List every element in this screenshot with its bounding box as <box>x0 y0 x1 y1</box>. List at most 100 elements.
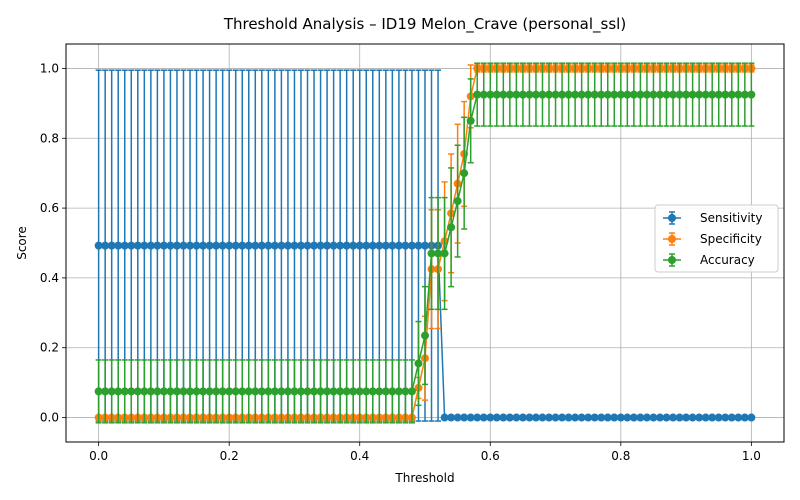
sensitivity-point <box>368 241 377 250</box>
sensitivity-point <box>186 241 195 250</box>
y-tick-label: 0.4 <box>40 271 59 285</box>
accuracy-point <box>270 387 279 396</box>
sensitivity-point <box>349 241 358 250</box>
accuracy-point <box>342 387 351 396</box>
sensitivity-point <box>642 413 651 422</box>
accuracy-point <box>531 90 540 99</box>
sensitivity-point <box>714 413 723 422</box>
sensitivity-point <box>310 241 319 250</box>
accuracy-point <box>499 90 508 99</box>
sensitivity-point <box>270 241 279 250</box>
y-tick-label: 0.8 <box>40 131 59 145</box>
accuracy-point <box>558 90 567 99</box>
accuracy-point <box>238 387 247 396</box>
sensitivity-point <box>192 241 201 250</box>
series-layer <box>94 62 756 424</box>
accuracy-point <box>179 387 188 396</box>
accuracy-point <box>603 90 612 99</box>
accuracy-point <box>349 387 358 396</box>
sensitivity-point <box>153 241 162 250</box>
accuracy-point <box>146 387 155 396</box>
accuracy-point <box>642 90 651 99</box>
x-tick-label: 0.2 <box>220 449 239 463</box>
sensitivity-point <box>649 413 658 422</box>
sensitivity-point <box>597 413 606 422</box>
accuracy-point <box>316 387 325 396</box>
sensitivity-point <box>551 413 560 422</box>
accuracy-point <box>727 90 736 99</box>
accuracy-point <box>94 387 103 396</box>
accuracy-point <box>283 387 292 396</box>
sensitivity-point <box>453 413 462 422</box>
sensitivity-point <box>577 413 586 422</box>
sensitivity-point <box>101 241 110 250</box>
accuracy-point <box>127 387 136 396</box>
series-accuracy <box>94 62 756 424</box>
accuracy-point <box>192 387 201 396</box>
sensitivity-point <box>199 241 208 250</box>
accuracy-point <box>225 387 234 396</box>
sensitivity-point <box>355 241 364 250</box>
sensitivity-point <box>538 413 547 422</box>
sensitivity-point <box>94 241 103 250</box>
legend-swatch-marker <box>668 235 676 243</box>
sensitivity-point <box>244 241 253 250</box>
axis-ticks: 0.0 0.2 0.4 0.6 0.8 1.0 0.0 0.2 0.4 0.6 0.8 1.0 <box>40 61 761 463</box>
legend-label-accuracy: Accuracy <box>700 253 755 267</box>
accuracy-point <box>512 90 521 99</box>
sensitivity-point <box>172 241 181 250</box>
accuracy-point <box>257 387 266 396</box>
accuracy-point <box>244 387 253 396</box>
accuracy-point <box>590 90 599 99</box>
sensitivity-point <box>414 241 423 250</box>
sensitivity-point <box>407 241 416 250</box>
accuracy-point <box>133 387 142 396</box>
accuracy-point <box>584 90 593 99</box>
accuracy-point <box>172 387 181 396</box>
sensitivity-point <box>107 241 116 250</box>
sensitivity-point <box>499 413 508 422</box>
sensitivity-point <box>146 241 155 250</box>
accuracy-point <box>518 90 527 99</box>
accuracy-point <box>564 90 573 99</box>
accuracy-point <box>362 387 371 396</box>
y-tick-label: 0.0 <box>40 411 59 425</box>
sensitivity-point <box>296 241 305 250</box>
sensitivity-point <box>610 413 619 422</box>
accuracy-point <box>199 387 208 396</box>
x-tick-label: 0.6 <box>481 449 500 463</box>
accuracy-point <box>323 387 332 396</box>
sensitivity-point <box>179 241 188 250</box>
sensitivity-point <box>623 413 632 422</box>
sensitivity-point <box>342 241 351 250</box>
accuracy-point <box>636 90 645 99</box>
accuracy-point <box>629 90 638 99</box>
sensitivity-point <box>238 241 247 250</box>
x-axis-label: Threshold <box>394 471 454 485</box>
sensitivity-point <box>669 413 678 422</box>
accuracy-point <box>669 90 678 99</box>
legend-swatch-marker <box>668 256 676 264</box>
sensitivity-point <box>688 413 697 422</box>
sensitivity-point <box>290 241 299 250</box>
sensitivity-point <box>264 241 273 250</box>
sensitivity-point <box>682 413 691 422</box>
sensitivity-point <box>701 413 710 422</box>
sensitivity-point <box>727 413 736 422</box>
accuracy-point <box>662 90 671 99</box>
x-tick-label: 0.0 <box>89 449 108 463</box>
sensitivity-point <box>629 413 638 422</box>
sensitivity-point <box>218 241 227 250</box>
sensitivity-point <box>531 413 540 422</box>
sensitivity-point <box>440 413 449 422</box>
sensitivity-point <box>721 413 730 422</box>
sensitivity-point <box>394 241 403 250</box>
accuracy-point <box>159 387 168 396</box>
accuracy-point <box>368 387 377 396</box>
sensitivity-point <box>695 413 704 422</box>
accuracy-point <box>682 90 691 99</box>
accuracy-point <box>218 387 227 396</box>
accuracy-point <box>714 90 723 99</box>
sensitivity-point <box>505 413 514 422</box>
